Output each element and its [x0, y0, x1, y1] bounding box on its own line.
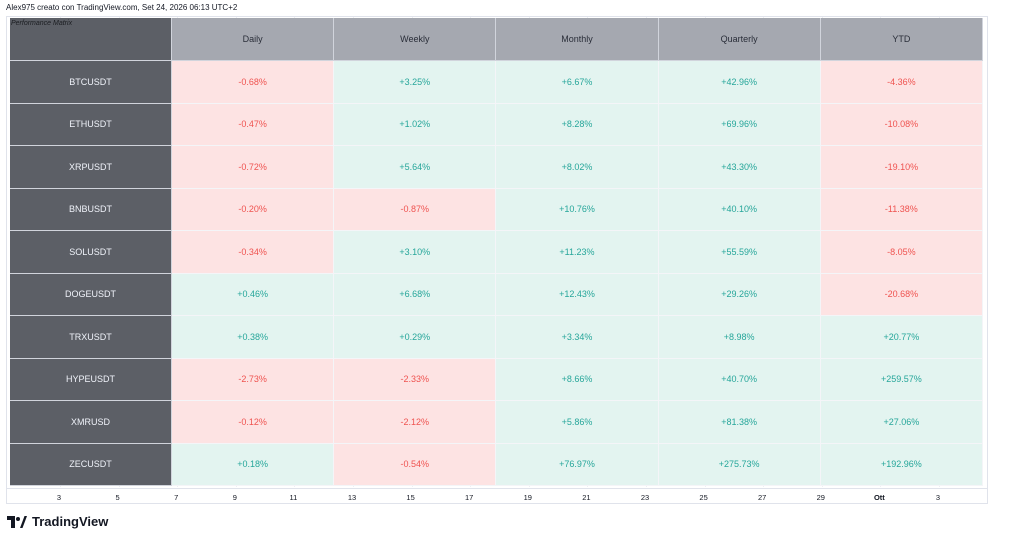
- performance-cell: -0.68%: [172, 61, 335, 104]
- time-axis[interactable]: 3 5 7 9 11 13 15 17 19 21 23 25 27 29 Ott 3: [6, 488, 988, 505]
- performance-cell: +55.59%: [658, 231, 821, 274]
- time-axis-label: 11: [289, 493, 298, 502]
- performance-cell: -0.12%: [172, 401, 335, 444]
- performance-cell: +42.96%: [658, 61, 821, 104]
- time-axis-label: 5: [115, 493, 120, 502]
- performance-cell: +12.43%: [496, 273, 659, 316]
- performance-cell: +43.30%: [658, 146, 821, 189]
- tradingview-icon: [7, 515, 27, 528]
- performance-cell: -0.47%: [172, 103, 335, 146]
- performance-cell: +0.29%: [334, 316, 497, 359]
- performance-cell: -10.08%: [820, 103, 983, 146]
- performance-cell: +8.28%: [496, 103, 659, 146]
- time-axis-label: 25: [699, 493, 708, 502]
- time-axis-label: 19: [523, 493, 532, 502]
- time-axis-label: 13: [347, 493, 357, 502]
- performance-cell: +29.26%: [658, 273, 821, 316]
- performance-cell: +3.34%: [496, 316, 659, 359]
- row-symbol: XMRUSD: [10, 401, 172, 444]
- performance-cell: -2.73%: [172, 358, 335, 401]
- performance-cell: +1.02%: [334, 103, 497, 146]
- performance-cell: +8.02%: [496, 146, 659, 189]
- performance-cell: -0.87%: [334, 188, 497, 231]
- performance-cell: -2.12%: [334, 401, 497, 444]
- performance-cell: +275.73%: [658, 443, 821, 486]
- row-symbol: TRXUSDT: [10, 316, 172, 359]
- performance-cell: +5.64%: [334, 146, 497, 189]
- chart-caption: Alex975 creato con TradingView.com, Set …: [6, 3, 238, 12]
- performance-cell: +0.46%: [172, 273, 335, 316]
- time-axis-label: 23: [640, 493, 650, 502]
- tradingview-logo: TradingView: [7, 514, 108, 529]
- brand-name: TradingView: [32, 514, 109, 529]
- row-symbol: XRPUSDT: [10, 146, 172, 189]
- performance-cell: +5.86%: [496, 401, 659, 444]
- performance-cell: -0.54%: [334, 443, 497, 486]
- time-axis-label: 17: [465, 493, 474, 502]
- performance-cell: -0.20%: [172, 188, 335, 231]
- performance-cell: +81.38%: [658, 401, 821, 444]
- performance-cell: -0.34%: [172, 231, 335, 274]
- row-symbol: SOLUSDT: [10, 231, 172, 274]
- row-symbol: DOGEUSDT: [10, 273, 172, 316]
- performance-cell: -8.05%: [820, 231, 983, 274]
- performance-cell: -11.38%: [820, 188, 983, 231]
- performance-cell: +3.10%: [334, 231, 497, 274]
- performance-cell: +69.96%: [658, 103, 821, 146]
- performance-cell: +6.67%: [496, 61, 659, 104]
- performance-cell: -20.68%: [820, 273, 983, 316]
- time-axis-label: 7: [174, 493, 179, 502]
- column-header: YTD: [820, 18, 983, 61]
- performance-cell: +76.97%: [496, 443, 659, 486]
- time-axis-label: Ott: [873, 493, 885, 502]
- performance-cell: +6.68%: [334, 273, 497, 316]
- row-symbol: BNBUSDT: [10, 188, 172, 231]
- row-symbol: ZECUSDT: [10, 443, 172, 486]
- price-scale[interactable]: [988, 16, 1018, 504]
- performance-cell: +0.38%: [172, 316, 335, 359]
- performance-cell: -4.36%: [820, 61, 983, 104]
- performance-cell: -2.33%: [334, 358, 497, 401]
- performance-cell: +0.18%: [172, 443, 335, 486]
- performance-cell: +8.98%: [658, 316, 821, 359]
- time-axis-label: 21: [582, 493, 591, 502]
- performance-cell: +27.06%: [820, 401, 983, 444]
- performance-cell: +11.23%: [496, 231, 659, 274]
- row-symbol: HYPEUSDT: [10, 358, 172, 401]
- time-axis-label: 3: [935, 493, 941, 502]
- performance-cell: +40.10%: [658, 188, 821, 231]
- table-corner-label: Performance Matrix: [10, 18, 172, 61]
- row-symbol: BTCUSDT: [10, 61, 172, 104]
- performance-cell: +20.77%: [820, 316, 983, 359]
- performance-cell: +10.76%: [496, 188, 659, 231]
- time-axis-label: 9: [232, 493, 237, 502]
- time-axis-label: 15: [406, 493, 415, 502]
- column-header: Quarterly: [658, 18, 821, 61]
- row-symbol: ETHUSDT: [10, 103, 172, 146]
- column-header: Weekly: [334, 18, 497, 61]
- performance-cell: +3.25%: [334, 61, 497, 104]
- performance-cell: +192.96%: [820, 443, 983, 486]
- column-header: Daily: [172, 18, 335, 61]
- performance-cell: -0.72%: [172, 146, 335, 189]
- performance-cell: +259.57%: [820, 358, 983, 401]
- performance-matrix-table: Performance Matrix Daily Weekly Monthly Quar…: [10, 18, 983, 486]
- performance-cell: +8.66%: [496, 358, 659, 401]
- column-header: Monthly: [496, 18, 659, 61]
- time-axis-label: 3: [56, 493, 62, 502]
- time-axis-label: 29: [816, 493, 825, 502]
- performance-cell: -19.10%: [820, 146, 983, 189]
- time-axis-label: 27: [758, 493, 767, 502]
- performance-cell: +40.70%: [658, 358, 821, 401]
